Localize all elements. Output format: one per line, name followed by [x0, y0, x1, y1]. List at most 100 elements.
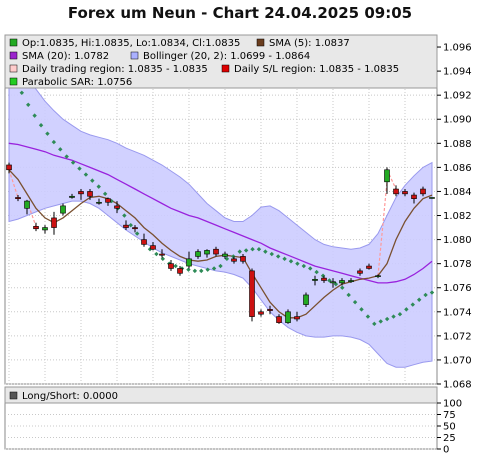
- sar-point: [96, 184, 101, 189]
- candle-body: [78, 191, 84, 195]
- candle-body: [393, 188, 399, 195]
- legend-label: Op:1.0835, Hi:1.0835, Lo:1.0834, Cl:1.08…: [22, 38, 240, 49]
- sar-point: [359, 307, 364, 312]
- parabolic-sar-points: [6, 68, 435, 327]
- candle-body: [42, 227, 48, 231]
- sar-point: [154, 251, 159, 257]
- legend-swatch: [9, 38, 18, 47]
- sar-point: [83, 172, 89, 177]
- sar-point: [224, 256, 230, 262]
- candle: [231, 256, 237, 264]
- candle-body: [204, 250, 210, 255]
- sar-point: [51, 139, 57, 145]
- candle: [249, 268, 255, 322]
- price-tick-label: 1.092: [443, 91, 472, 102]
- sar-point: [45, 131, 50, 136]
- sar-point: [122, 213, 127, 218]
- candle-body: [33, 226, 39, 230]
- trading-region-link: [377, 181, 388, 276]
- candle: [114, 201, 120, 214]
- sar-point: [32, 113, 37, 118]
- candle-body: [303, 294, 309, 305]
- candle: [213, 246, 219, 257]
- sar-point: [250, 247, 255, 252]
- candle: [402, 189, 408, 197]
- candle-body: [366, 265, 372, 269]
- candle-body: [348, 280, 354, 283]
- trading-region-link: [386, 169, 397, 190]
- sma5-line: [8, 169, 433, 319]
- candle-body: [420, 188, 426, 195]
- candle: [150, 241, 156, 251]
- price-tick-label: 1.094: [443, 67, 472, 78]
- sar-point: [384, 316, 390, 322]
- sar-point: [70, 160, 76, 165]
- chart-title: Forex um Neun - Chart 24.04.2025 09:05: [67, 4, 413, 22]
- candle: [69, 193, 75, 199]
- candle-body: [276, 316, 282, 323]
- candle-body: [339, 280, 345, 284]
- candle: [321, 275, 327, 283]
- candle-body: [240, 256, 246, 262]
- candle: [258, 309, 264, 317]
- candle: [132, 225, 138, 233]
- candle-body: [375, 275, 381, 277]
- candle: [240, 254, 246, 264]
- candle: [159, 249, 165, 258]
- sar-point: [423, 292, 428, 298]
- candle-body: [69, 195, 75, 198]
- legend-label: Bollinger (20, 2): 1.0699 - 1.0864: [143, 51, 310, 62]
- legend-label: SMA (5): 1.0837: [269, 38, 350, 49]
- sar-point: [397, 312, 403, 317]
- legend-label: SMA (20): 1.0782: [22, 51, 109, 62]
- candle-body: [330, 281, 336, 284]
- legend-swatch: [9, 64, 18, 73]
- candle: [15, 195, 21, 202]
- lower-tick-label: 100: [443, 399, 462, 410]
- sar-point: [134, 231, 140, 236]
- candle: [87, 189, 93, 200]
- candle: [42, 225, 48, 234]
- sar-point: [173, 263, 178, 269]
- candle: [123, 220, 129, 230]
- candle: [276, 314, 282, 324]
- candle-body: [159, 253, 165, 256]
- sar-point: [237, 249, 242, 254]
- price-tick-label: 1.070: [443, 355, 472, 366]
- price-tick-label: 1.080: [443, 235, 472, 246]
- candle-body: [267, 309, 273, 311]
- candle-body: [429, 197, 435, 199]
- price-tick-label: 1.068: [443, 380, 472, 391]
- sar-point: [205, 267, 210, 272]
- candle: [222, 251, 228, 259]
- candle-body: [222, 253, 228, 257]
- sar-point: [77, 166, 82, 171]
- candle: [285, 309, 291, 324]
- sar-point: [288, 259, 294, 264]
- candle-body: [285, 311, 291, 323]
- sar-point: [372, 321, 377, 327]
- candle-body: [411, 194, 417, 199]
- candle-body: [195, 251, 201, 257]
- sar-point: [352, 299, 358, 305]
- candle: [141, 233, 147, 247]
- candle-body: [123, 224, 129, 228]
- legend-swatch: [221, 64, 230, 73]
- legend-label: Daily S/L region: 1.0835 - 1.0835: [234, 64, 399, 75]
- sar-point: [295, 261, 300, 266]
- candle-body: [402, 191, 408, 195]
- candle: [339, 278, 345, 286]
- sar-point: [218, 263, 223, 269]
- candle: [6, 162, 12, 174]
- candle-body: [132, 227, 138, 230]
- legend: Op:1.0835, Hi:1.0835, Lo:1.0834, Cl:1.08…: [9, 38, 399, 88]
- candle: [357, 268, 363, 276]
- candle: [168, 260, 174, 271]
- sar-point: [186, 267, 191, 272]
- sar-point: [301, 263, 307, 269]
- candle: [33, 222, 39, 232]
- candle-body: [15, 197, 21, 199]
- lower-tick-label: 75: [443, 410, 456, 421]
- candle: [96, 198, 102, 205]
